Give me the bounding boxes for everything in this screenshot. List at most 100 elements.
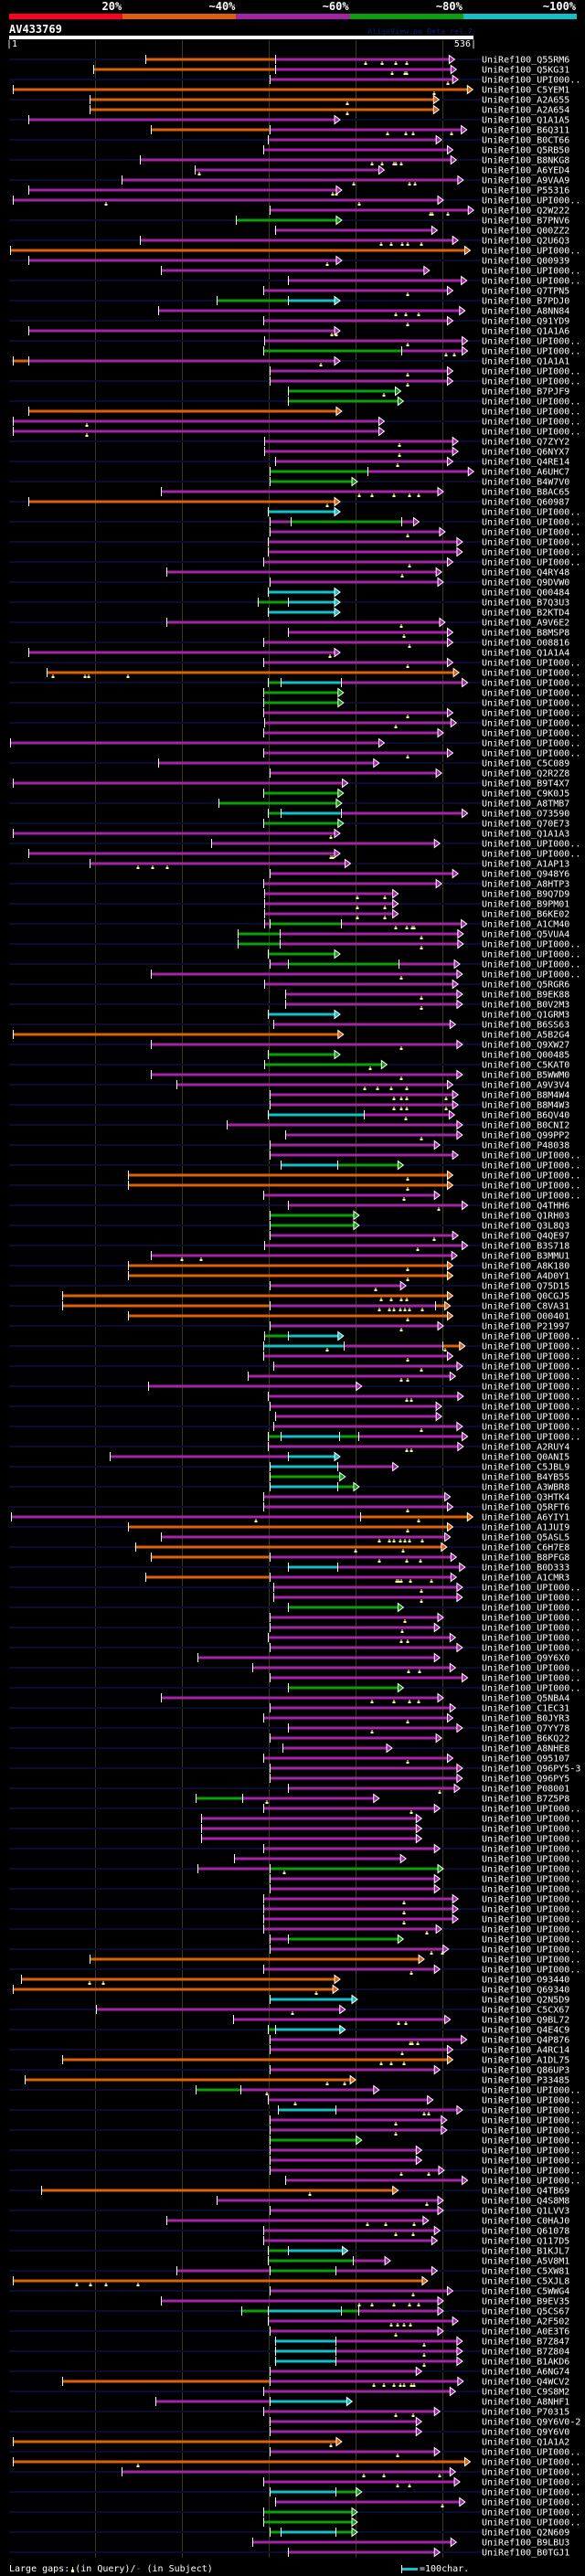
hsp-segment[interactable] bbox=[269, 530, 441, 534]
hsp-segment[interactable] bbox=[90, 862, 346, 865]
subject-label[interactable]: UniRef100_A8NHE8 bbox=[482, 1744, 569, 1754]
subject-label[interactable]: UniRef100_P70315 bbox=[482, 2408, 569, 2418]
subject-label[interactable]: UniRef100_Q1LVV3 bbox=[482, 2207, 569, 2217]
hsp-segment[interactable] bbox=[12, 2440, 337, 2443]
hsp-segment[interactable] bbox=[269, 1475, 341, 1479]
subject-label[interactable]: UniRef100_UPI000.. bbox=[482, 1403, 580, 1413]
subject-label[interactable]: UniRef100_Q6NYX7 bbox=[482, 448, 569, 458]
hsp-segment[interactable] bbox=[95, 2008, 341, 2011]
hsp-segment[interactable] bbox=[340, 922, 463, 926]
hsp-segment[interactable] bbox=[110, 1455, 288, 1458]
hsp-segment[interactable] bbox=[287, 2550, 436, 2554]
hsp-segment[interactable] bbox=[263, 1716, 449, 1720]
subject-label[interactable]: UniRef100_A8TMB7 bbox=[482, 800, 569, 810]
hsp-segment[interactable] bbox=[263, 2480, 456, 2484]
hsp-segment[interactable] bbox=[12, 2460, 466, 2464]
subject-label[interactable]: UniRef100_UPI000.. bbox=[482, 1342, 580, 1352]
hsp-segment[interactable] bbox=[274, 1415, 438, 1418]
subject-label[interactable]: UniRef100_C5WWG4 bbox=[482, 2287, 569, 2297]
subject-label[interactable]: UniRef100_Q9Y6V0-2 bbox=[482, 2418, 580, 2428]
hsp-segment[interactable] bbox=[216, 299, 288, 302]
subject-label[interactable]: UniRef100_Q4RE14 bbox=[482, 458, 569, 468]
hsp-segment[interactable] bbox=[235, 218, 337, 222]
hsp-segment[interactable] bbox=[274, 58, 451, 61]
subject-label[interactable]: UniRef100_Q7ZYY2 bbox=[482, 438, 569, 448]
hsp-segment[interactable] bbox=[12, 198, 440, 202]
hsp-segment[interactable] bbox=[269, 1143, 436, 1147]
hsp-segment[interactable] bbox=[269, 2269, 336, 2273]
subject-label[interactable]: UniRef100_A1AP13 bbox=[482, 860, 569, 870]
subject-label[interactable]: UniRef100_UPI000.. bbox=[482, 719, 580, 729]
subject-label[interactable]: UniRef100_UPI000.. bbox=[482, 1423, 580, 1433]
hsp-segment[interactable] bbox=[441, 1344, 461, 1348]
hsp-segment[interactable] bbox=[257, 600, 288, 604]
subject-label[interactable]: UniRef100_UPI000.. bbox=[482, 699, 580, 709]
hsp-segment[interactable] bbox=[269, 480, 354, 483]
hsp-segment[interactable] bbox=[272, 1364, 458, 1368]
hsp-segment[interactable] bbox=[61, 2058, 449, 2062]
subject-label[interactable]: UniRef100_Q4RY48 bbox=[482, 568, 569, 578]
subject-label[interactable]: UniRef100_C9S8M2 bbox=[482, 2388, 569, 2398]
hsp-segment[interactable] bbox=[46, 671, 455, 674]
hsp-segment[interactable] bbox=[269, 962, 288, 966]
subject-label[interactable]: UniRef100_A3WBR8 bbox=[482, 1483, 569, 1493]
subject-label[interactable]: UniRef100_UPI000.. bbox=[482, 679, 580, 689]
subject-label[interactable]: UniRef100_Q1A1A2 bbox=[482, 2438, 569, 2448]
hsp-segment[interactable] bbox=[145, 58, 275, 61]
hsp-segment[interactable] bbox=[281, 2530, 336, 2534]
hsp-segment[interactable] bbox=[269, 1776, 458, 1780]
subject-label[interactable]: UniRef100_UPI000.. bbox=[482, 2518, 580, 2528]
hsp-segment[interactable] bbox=[263, 731, 440, 735]
hsp-segment[interactable] bbox=[41, 2189, 394, 2192]
subject-label[interactable]: UniRef100_UPI000.. bbox=[482, 2086, 580, 2096]
hsp-segment[interactable] bbox=[12, 832, 336, 835]
subject-label[interactable]: UniRef100_Q7YY78 bbox=[482, 1724, 569, 1734]
hsp-segment[interactable] bbox=[287, 399, 399, 403]
hsp-segment[interactable] bbox=[340, 2309, 358, 2313]
hsp-segment[interactable] bbox=[263, 1907, 454, 1911]
subject-label[interactable]: UniRef100_A8NN84 bbox=[482, 307, 569, 317]
subject-label[interactable]: UniRef100_UPI000.. bbox=[482, 1151, 580, 1161]
hsp-segment[interactable] bbox=[27, 651, 336, 654]
hsp-segment[interactable] bbox=[9, 249, 466, 252]
hsp-segment[interactable] bbox=[269, 1284, 402, 1288]
hsp-segment[interactable] bbox=[287, 631, 449, 634]
hsp-segment[interactable] bbox=[264, 922, 270, 926]
hsp-segment[interactable] bbox=[281, 681, 341, 684]
subject-label[interactable]: UniRef100_A8NHF1 bbox=[482, 2398, 569, 2408]
subject-label[interactable]: UniRef100_A1CM40 bbox=[482, 920, 569, 930]
hsp-segment[interactable] bbox=[269, 1676, 463, 1680]
subject-label[interactable]: UniRef100_A2RUY4 bbox=[482, 1443, 569, 1453]
subject-label[interactable]: UniRef100_UPI000.. bbox=[482, 1956, 580, 1966]
subject-label[interactable]: UniRef100_B8PFG8 bbox=[482, 1553, 569, 1564]
hsp-segment[interactable] bbox=[269, 1736, 438, 1740]
hsp-segment[interactable] bbox=[263, 289, 449, 292]
hsp-segment[interactable] bbox=[267, 952, 336, 956]
subject-label[interactable]: UniRef100_UPI000.. bbox=[482, 1634, 580, 1644]
subject-label[interactable]: UniRef100_C5XW81 bbox=[482, 2267, 569, 2277]
subject-label[interactable]: UniRef100_UPI000.. bbox=[482, 2096, 580, 2106]
hsp-segment[interactable] bbox=[287, 2249, 344, 2253]
hsp-segment[interactable] bbox=[287, 1606, 399, 1609]
hsp-segment[interactable] bbox=[269, 872, 454, 875]
subject-label[interactable]: UniRef100_Q60987 bbox=[482, 498, 569, 508]
hsp-segment[interactable] bbox=[287, 1455, 336, 1458]
subject-label[interactable]: UniRef100_UPI000.. bbox=[482, 1393, 580, 1403]
subject-label[interactable]: UniRef100_UPI000.. bbox=[482, 548, 580, 558]
hsp-segment[interactable] bbox=[335, 2269, 433, 2273]
hsp-segment[interactable] bbox=[340, 811, 463, 815]
subject-label[interactable]: UniRef100_UPI000.. bbox=[482, 1885, 580, 1895]
hsp-segment[interactable] bbox=[269, 1867, 440, 1871]
hsp-segment[interactable] bbox=[267, 1012, 336, 1016]
hsp-segment[interactable] bbox=[269, 2420, 418, 2423]
subject-label[interactable]: UniRef100_B4W7V0 bbox=[482, 478, 569, 488]
hsp-segment[interactable] bbox=[237, 932, 281, 936]
subject-label[interactable]: UniRef100_O08816 bbox=[482, 639, 569, 649]
subject-label[interactable]: UniRef100_UPI000.. bbox=[482, 1373, 580, 1383]
hsp-segment[interactable] bbox=[287, 1334, 339, 1338]
hsp-segment[interactable] bbox=[263, 711, 449, 715]
subject-label[interactable]: UniRef100_C5CX67 bbox=[482, 2006, 569, 2016]
subject-label[interactable]: UniRef100_UPI000.. bbox=[482, 1644, 580, 1654]
hsp-segment[interactable] bbox=[128, 1314, 449, 1318]
hsp-segment[interactable] bbox=[27, 409, 337, 413]
